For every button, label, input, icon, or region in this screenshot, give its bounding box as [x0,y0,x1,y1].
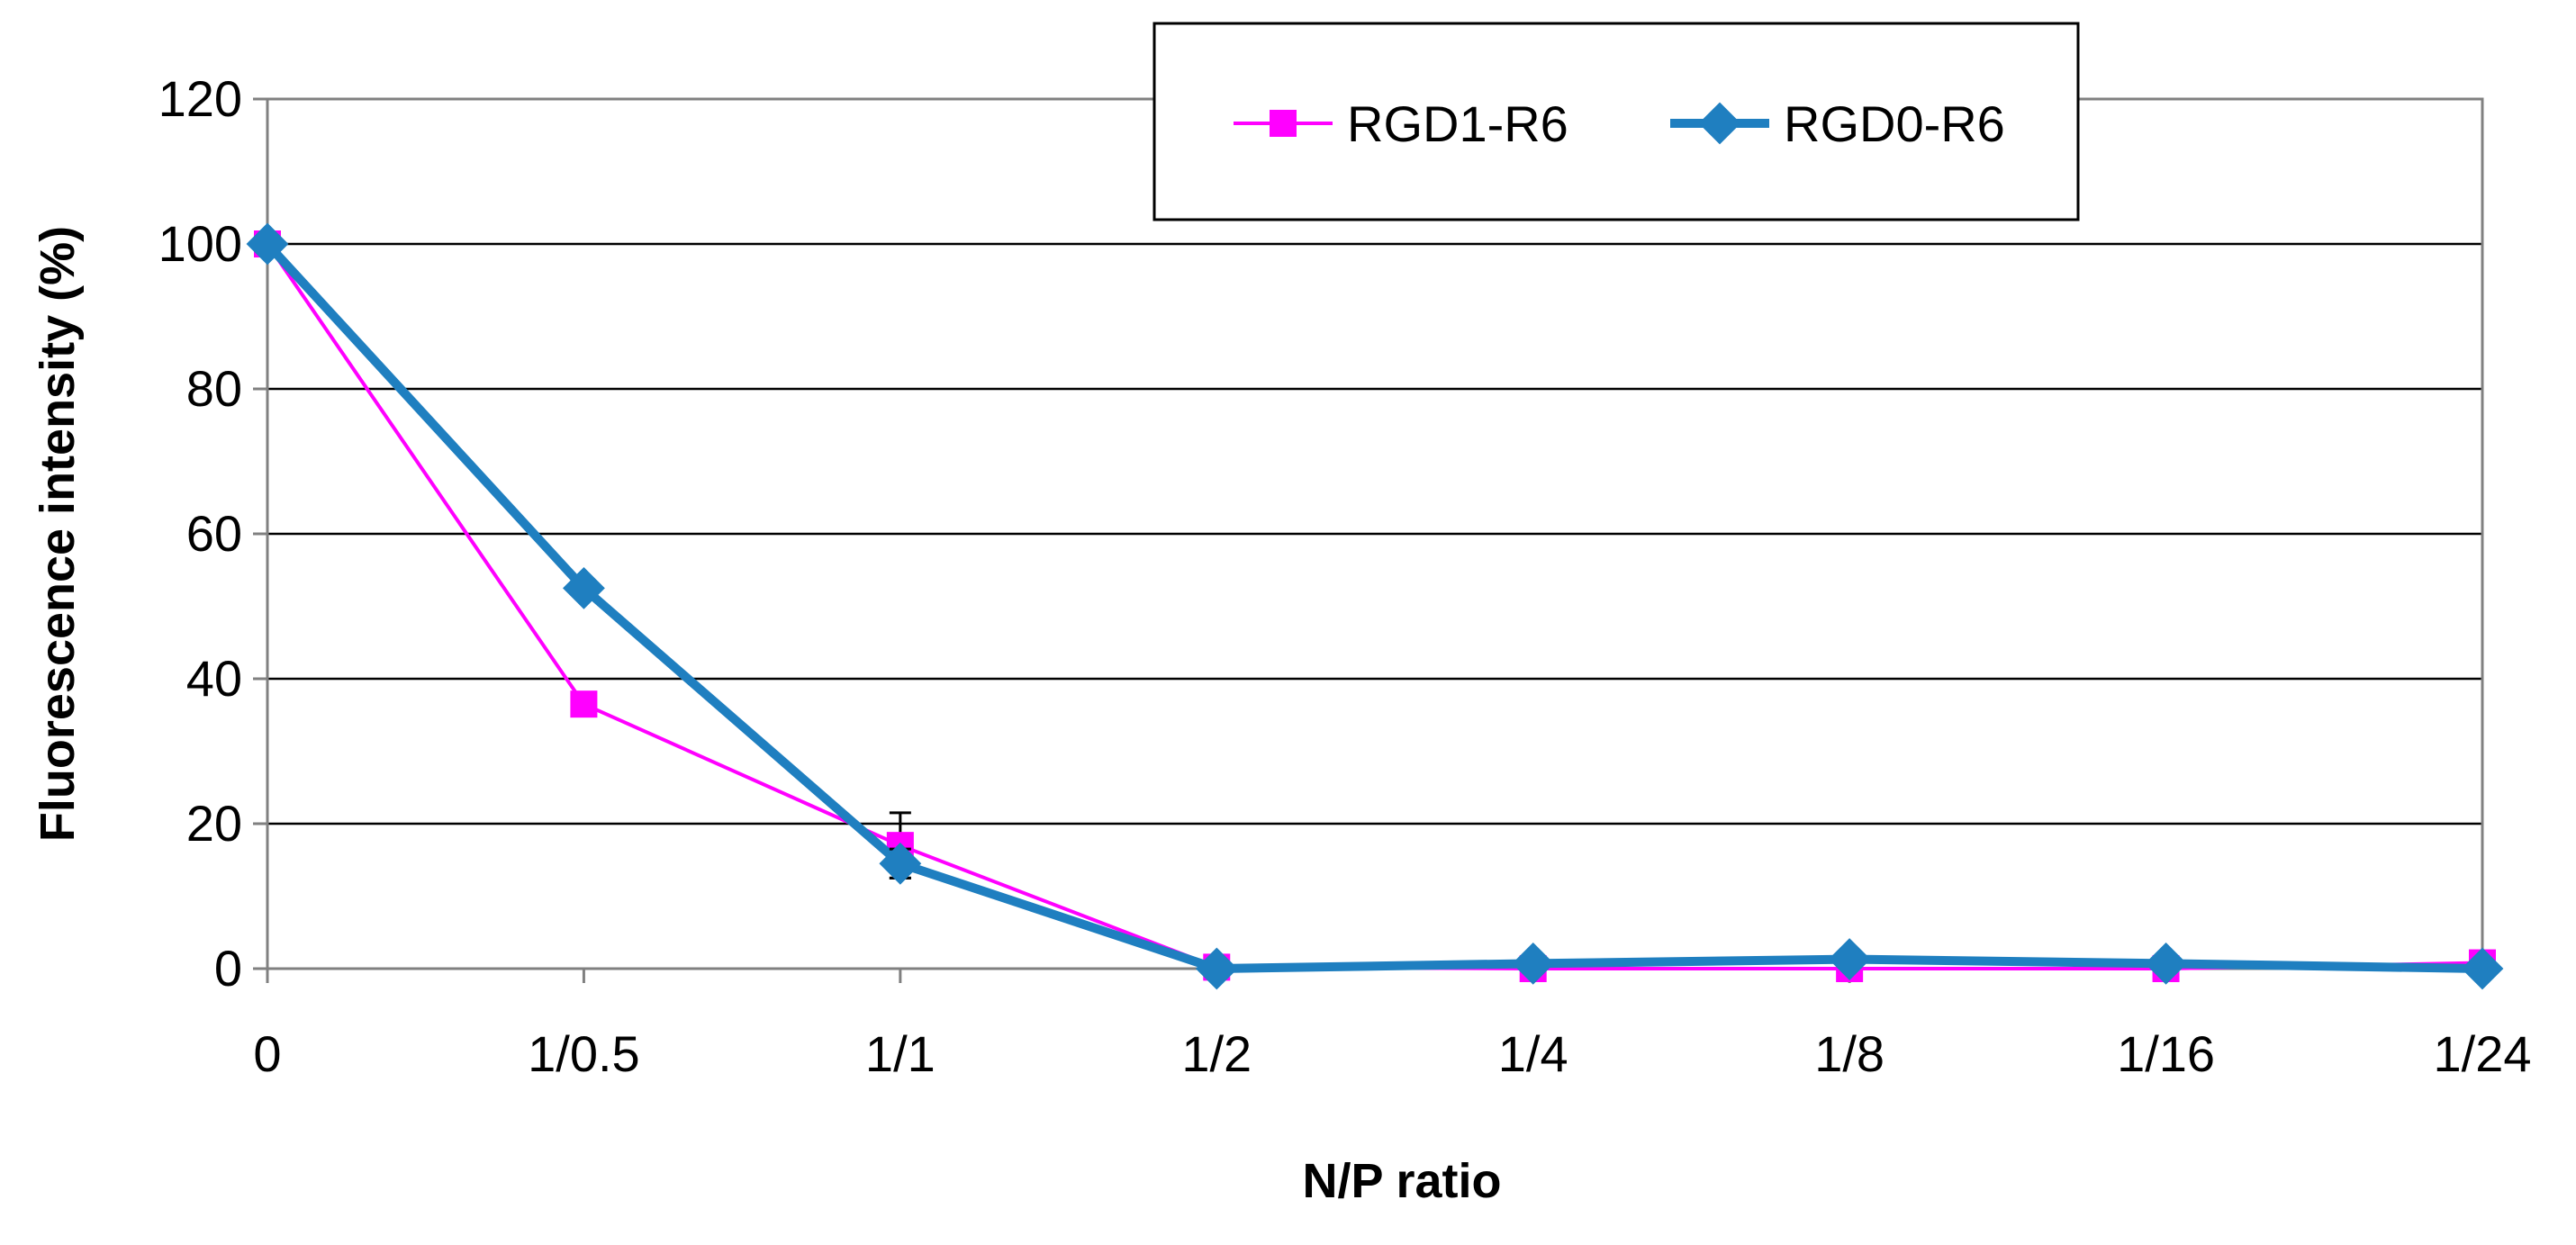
legend-box [1152,22,2080,221]
series-RGD0-R6 [246,222,2504,990]
y-tick-label: 100 [158,215,242,272]
legend: RGD1-R6 RGD0-R6 [1152,22,2080,221]
x-tick-label: 1/4 [1498,1025,1568,1082]
y-tick-label: 80 [186,360,242,417]
y-axis-title: Fluorescence intensity (%) [31,226,85,842]
axes: 0 20 40 60 80 100 120 0 1/0.5 1/1 1/2 1/4 1/8 1/16 1/2… [158,70,2532,1082]
x-tick-label: 1/1 [865,1025,935,1082]
data-point-RGD1-R6-1/0.5 [570,690,598,718]
x-tick-label: 1/2 [1181,1025,1252,1082]
data-point-RGD0-R6-1/16 [2145,942,2187,985]
data-series [246,222,2504,990]
data-point-RGD0-R6-1/0.5 [563,566,605,609]
data-point-RGD0-R6-1/1 [879,842,922,885]
x-tick-label: 1/24 [2434,1025,2532,1082]
y-tick-label: 60 [186,505,242,562]
x-axis-title: N/P ratio [1302,1154,1501,1208]
legend-swatch-marker [1270,110,1297,137]
y-tick-label: 120 [158,70,242,127]
data-point-RGD0-R6-1/2 [1195,947,1238,990]
data-point-RGD0-R6-1/4 [1512,942,1555,985]
legend-entry-RGD1-R6: RGD1-R6 [1234,95,1568,152]
series-line-RGD0-R6 [264,240,2483,973]
legend-label: RGD1-R6 [1347,95,1568,152]
x-tick-label: 1/16 [2117,1025,2215,1082]
y-tick-label: 0 [214,940,242,997]
legend-entry-RGD0-R6: RGD0-R6 [1670,95,2005,152]
x-tick-label: 1/0.5 [528,1025,640,1082]
legend-label: RGD0-R6 [1784,95,2005,152]
y-tick-label: 20 [186,795,242,852]
y-tick-label: 40 [186,650,242,707]
data-point-RGD0-R6-0 [246,222,289,266]
data-point-RGD0-R6-1/8 [1828,938,1871,980]
data-point-RGD0-R6-1/24 [2461,947,2504,990]
legend-swatch-marker [1698,102,1741,145]
x-tick-label: 1/8 [1814,1025,1885,1082]
x-tick-label: 0 [253,1025,281,1082]
